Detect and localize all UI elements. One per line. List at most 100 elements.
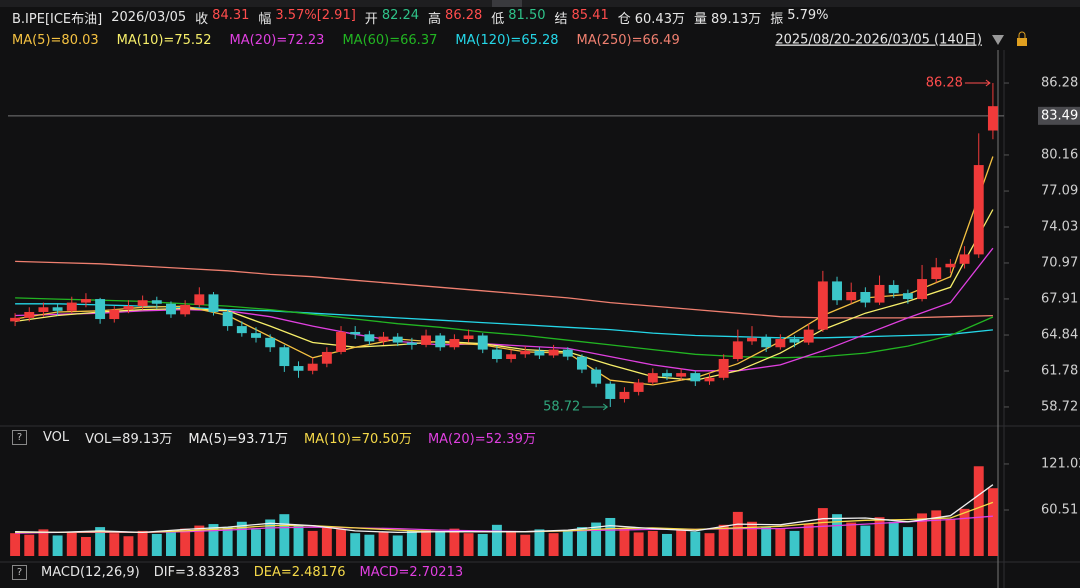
quote-field: 收 84.31 (195, 8, 249, 27)
candle-body (293, 366, 304, 371)
volume-bar (562, 530, 573, 556)
volume-bar (10, 533, 21, 556)
candle-body (874, 284, 885, 303)
volume-bar (123, 536, 134, 556)
candle-body (704, 377, 715, 382)
candle-body (548, 349, 559, 356)
volume-bar (832, 514, 842, 556)
candle-body (633, 382, 644, 392)
field-label: 振 (770, 11, 784, 27)
volume-bar (605, 517, 616, 556)
volume-bar (591, 522, 602, 556)
candle-body (732, 341, 743, 359)
last-price-label: 83.49 (1041, 108, 1078, 123)
volume-bar (66, 531, 77, 556)
annotation-arrowhead (985, 79, 991, 87)
candle-body (747, 337, 757, 342)
candle-body (817, 281, 828, 330)
vol-title: VOL (43, 429, 70, 445)
lock-icon[interactable] (1017, 38, 1027, 46)
volume-bar (676, 529, 687, 556)
candle-body (662, 373, 672, 377)
volume-bar (917, 513, 928, 556)
range-label[interactable]: 2025/08/20-2026/03/05 (140日) (775, 33, 982, 48)
legend-entry: MA(20)=72.23 (229, 32, 325, 48)
ma-line (15, 260, 993, 319)
ma-line (15, 297, 994, 359)
field-label: 开 (364, 11, 378, 27)
candle-body (902, 293, 913, 300)
ma-line (15, 209, 994, 381)
volume-bar (860, 525, 871, 556)
symbol: B.IPE[ICE布油] (12, 11, 103, 27)
volume-bar (24, 534, 35, 556)
volume-bar (704, 533, 715, 556)
help-icon[interactable]: ? (12, 564, 27, 580)
volume-bar (888, 521, 899, 556)
date: 2026/03/05 (111, 9, 187, 25)
quote-field: 高 86.28 (428, 8, 482, 27)
quote-field: 幅 3.57%[2.91] (258, 8, 355, 27)
legend-entry: MACD=2.70213 (359, 564, 464, 580)
volume-bar (350, 533, 361, 556)
quote-field: 低 81.50 (491, 8, 545, 27)
candle-body (236, 326, 247, 334)
quote-field: 仓 60.43万 (618, 8, 685, 27)
volume-bar (633, 532, 644, 556)
volume-bar (378, 531, 389, 556)
volume-bar (449, 528, 460, 556)
candle-body (10, 317, 21, 322)
candle-body (109, 309, 120, 320)
candle-body (180, 304, 191, 315)
volume-bar (491, 524, 502, 556)
toolbar-tab-active[interactable] (492, 0, 522, 7)
field-label: 收 (195, 11, 209, 27)
legend-entry: DIF=3.83283 (153, 564, 240, 580)
field-value: 3.57%[2.91] (275, 7, 356, 23)
candle-body (789, 339, 800, 343)
legend-entry: MA(120)=65.28 (455, 32, 559, 48)
range-dropdown[interactable] (992, 35, 1004, 45)
vol-legend: ? VOL VOL=89.13万 MA(5)=93.71万 MA(10)=70.50… (12, 428, 536, 447)
candle-body (491, 349, 502, 359)
candle-body (38, 307, 49, 312)
ma-line (14, 156, 994, 386)
candle-body (775, 339, 786, 348)
candle-body (917, 279, 928, 300)
field-value: 85.41 (571, 7, 609, 23)
volume-bar (166, 532, 176, 556)
field-value: 82.24 (381, 7, 420, 23)
candle-body (123, 306, 134, 310)
ma-line (15, 303, 993, 339)
volume-bar (761, 527, 772, 556)
volume-bar (251, 529, 261, 556)
candle-body (406, 342, 417, 345)
volume-bar (321, 527, 332, 556)
candle-body (534, 350, 545, 356)
candle-body (137, 300, 148, 307)
candle-body (52, 307, 63, 311)
y-tick-label: 121.02 (1041, 456, 1080, 471)
y-tick-label: 70.97 (1041, 255, 1078, 270)
volume-bar (619, 527, 630, 556)
candle-body (520, 350, 531, 355)
quote-field: 振 5.79% (770, 8, 828, 27)
macd-legend: ? MACD(12,26,9) DIF=3.83283 DEA=2.48176 MA… (12, 563, 463, 581)
candle-body (931, 267, 942, 280)
legend-entry: MA(250)=66.49 (576, 32, 680, 48)
volume-bar (718, 524, 729, 556)
legend-entry: MA(10)=75.52 (116, 32, 212, 48)
volume-bar (973, 466, 984, 556)
candle-body (321, 351, 332, 364)
help-icon[interactable]: ? (12, 429, 27, 445)
volume-bar (180, 528, 191, 556)
volume-bar (392, 535, 403, 556)
candle-body (562, 349, 573, 357)
y-tick-label: 80.16 (1041, 147, 1078, 162)
volume-bar (931, 510, 942, 556)
field-value: 81.50 (508, 7, 546, 23)
candle-body (945, 263, 956, 268)
volume-bar (194, 525, 205, 556)
volume-bar (208, 524, 219, 556)
